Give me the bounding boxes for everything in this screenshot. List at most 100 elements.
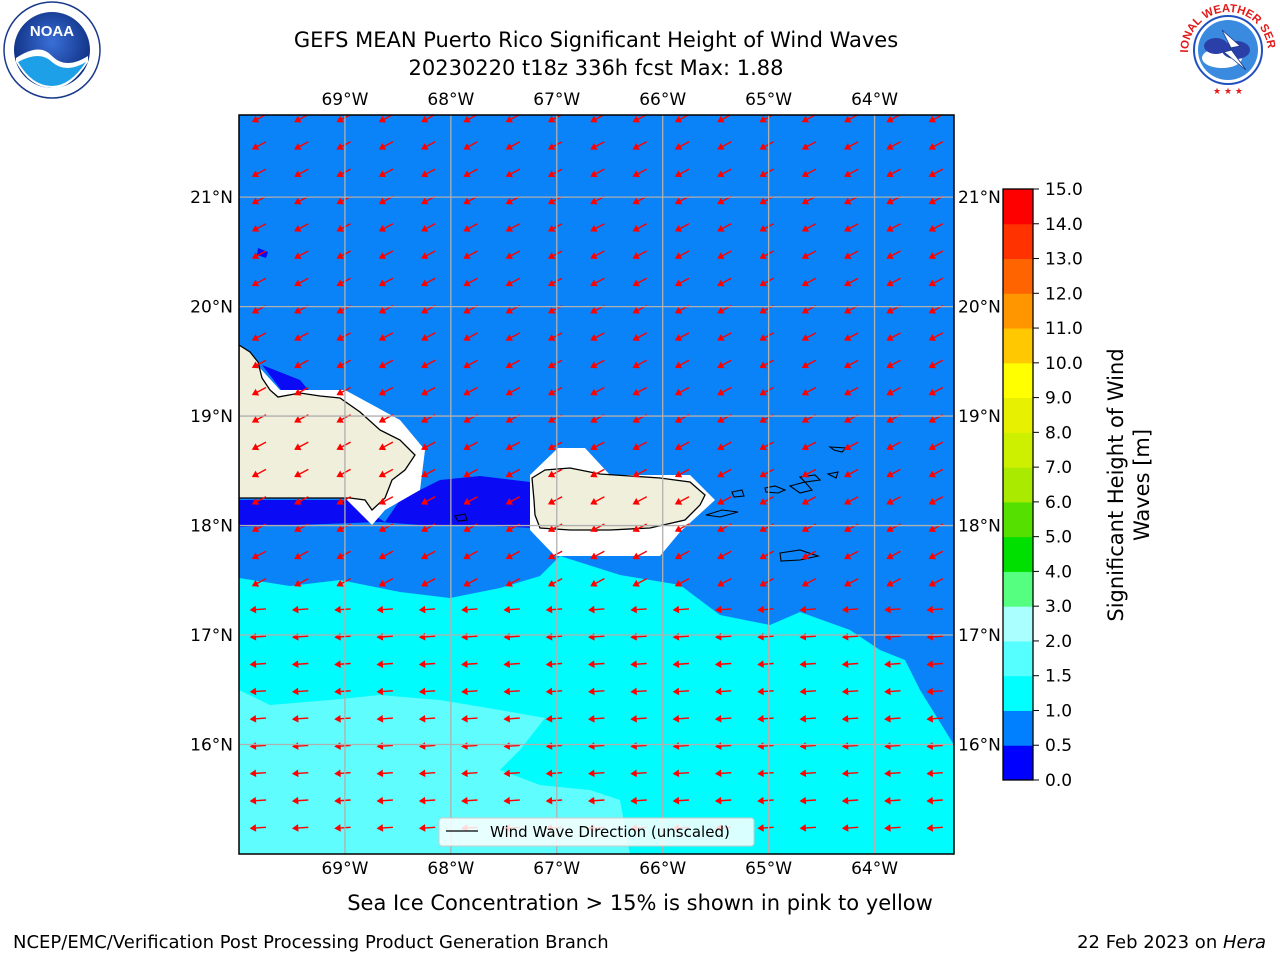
vector-arrow (632, 550, 648, 560)
vector-arrow (928, 141, 944, 150)
vector-arrow (547, 332, 563, 341)
vector-arrow (588, 796, 605, 805)
vector-arrow (630, 687, 647, 696)
vector-arrow (844, 223, 859, 232)
vector-arrow (590, 496, 605, 505)
vector-arrow (928, 277, 944, 287)
vector-arrow (674, 359, 690, 369)
vector-arrow (376, 660, 393, 668)
vector-arrow (632, 332, 648, 341)
vector-arrow (334, 796, 351, 805)
vector-arrow (418, 687, 436, 696)
vector-arrow (291, 714, 309, 723)
vector-arrow (505, 277, 521, 287)
colorbar-segment (1003, 571, 1033, 607)
vector-arrow (672, 687, 690, 696)
wave-height-band-1.5-2.0 (239, 690, 630, 854)
vector-arrow (632, 141, 648, 150)
vector-arrow (926, 687, 943, 696)
noaa-logo-text: NOAA (30, 23, 74, 40)
colorbar-segment (1003, 223, 1033, 260)
colorbar-segment (1003, 432, 1033, 468)
vector-arrow (717, 386, 732, 396)
colorbar-tick-label: 1.5 (1045, 667, 1072, 687)
vector-arrow (463, 496, 478, 505)
vector-arrow (926, 824, 943, 832)
vector-arrow (674, 550, 690, 560)
colorbar-segment (1003, 640, 1033, 677)
vector-arrow (844, 496, 859, 505)
vector-arrow (884, 796, 901, 805)
vector-arrow (928, 223, 944, 232)
vector-arrow (801, 250, 817, 259)
vector-arrow (421, 168, 436, 178)
vector-arrow (886, 468, 901, 478)
colorbar-title-line2: Waves [m] (1130, 429, 1154, 541)
vector-arrow (674, 386, 690, 396)
vector-arrow (378, 441, 394, 451)
vector-arrow (714, 714, 732, 723)
vector-arrow (717, 441, 732, 451)
colorbar-segment (1003, 710, 1033, 746)
land-puerto-rico (531, 467, 706, 531)
vector-arrow (841, 796, 859, 805)
vector-arrow (294, 332, 309, 341)
colorbar-tick-label: 0.5 (1045, 736, 1072, 756)
vector-arrow (841, 769, 859, 778)
vector-arrow (801, 223, 817, 232)
vector-arrow (418, 796, 436, 805)
vector-arrow (336, 468, 351, 478)
vector-arrow (291, 824, 309, 832)
colorbar-title-line1: Significant Height of Wind (1104, 348, 1128, 621)
colorbar-tick-label: 1.0 (1045, 701, 1072, 721)
vector-arrow (336, 223, 351, 232)
vector-arrow (547, 277, 563, 287)
vector-arrow (886, 441, 901, 451)
vector-arrow (757, 687, 774, 696)
vector-arrow (547, 577, 563, 587)
vector-arrow (717, 223, 732, 232)
vector-arrow (463, 359, 478, 369)
colorbar-tick-label: 0.0 (1045, 771, 1072, 791)
vector-arrow (714, 660, 732, 668)
vector-arrow (251, 496, 267, 505)
vector-arrow (463, 468, 478, 478)
vector-arrow (378, 577, 394, 587)
vector-arrow (674, 250, 690, 259)
vector-arrow (886, 577, 901, 587)
vector-arrow (294, 223, 309, 232)
vector-arrow (630, 714, 647, 723)
vector-arrow (547, 468, 563, 478)
vector-arrow (630, 796, 647, 805)
vector-arrow (672, 769, 690, 778)
lat-tick-label-left: 17°N (190, 626, 233, 646)
vector-arrow (378, 386, 394, 396)
vector-arrow (334, 714, 351, 723)
vector-arrow (844, 550, 859, 560)
vector-arrow (757, 660, 774, 668)
vector-arrow (588, 769, 605, 778)
lat-tick-label-left: 20°N (190, 298, 233, 318)
vector-arrow (928, 386, 944, 396)
vector-arrow (714, 687, 732, 696)
vector-arrow (378, 141, 394, 150)
vector-arrow (463, 386, 478, 396)
vector-arrow (928, 496, 944, 505)
vector-arrow (884, 687, 901, 696)
vector-arrow (590, 468, 605, 478)
vector-arrow (630, 660, 647, 668)
vector-arrow (503, 660, 520, 668)
vector-arrow (418, 714, 436, 723)
lon-tick-label-top: 66°W (639, 90, 686, 110)
vector-arrow (674, 332, 690, 341)
vector-arrow (249, 687, 267, 696)
vector-arrow (674, 168, 690, 178)
vector-arrow (674, 441, 690, 451)
vector-arrow (294, 386, 309, 396)
vector-arrow (461, 660, 478, 668)
map-gridlines (239, 115, 954, 854)
lat-tick-label-left: 19°N (190, 407, 233, 427)
vector-arrow (928, 250, 944, 259)
vector-arrow (376, 714, 393, 723)
vector-arrow (759, 577, 774, 587)
